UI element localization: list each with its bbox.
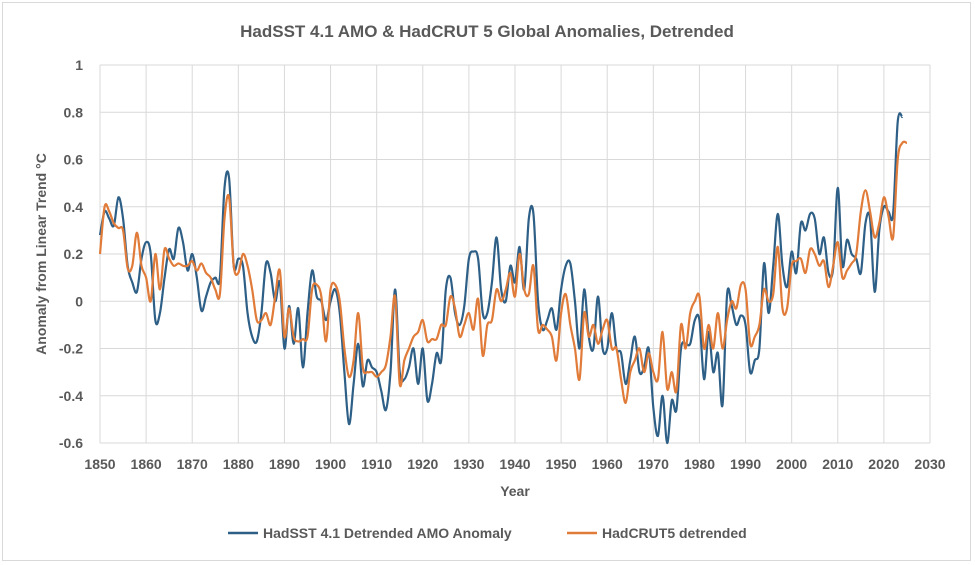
x-tick-label: 1850 [84,456,115,472]
y-tick-label: 0.6 [64,152,84,168]
y-tick-label: -0.2 [59,341,83,357]
x-tick-label: 2020 [868,456,899,472]
x-tick-labels: 1850 1860 1870 1880 1890 1900 1910 1920 1930 1940… [84,456,945,472]
x-tick-label: 1960 [592,456,623,472]
x-tick-label: 1970 [638,456,669,472]
x-tick-label: 1910 [361,456,392,472]
x-tick-label: 1890 [269,456,300,472]
legend-label-amo: HadSST 4.1 Detrended AMO Anomaly [263,525,512,541]
y-tick-label: 0.4 [64,199,84,215]
x-tick-label: 1950 [546,456,577,472]
x-tick-label: 2030 [914,456,945,472]
x-tick-label: 2010 [822,456,853,472]
x-tick-label: 2000 [776,456,807,472]
y-axis-label: Anomaly from Linear Trend °C [33,153,49,355]
chart-title: HadSST 4.1 AMO & HadCRUT 5 Global Anomal… [240,22,734,41]
y-tick-label: 1 [75,57,83,73]
series-line-hadcrut [98,140,908,404]
x-tick-label: 1980 [684,456,715,472]
legend: HadSST 4.1 Detrended AMO Anomaly HadCRUT… [228,525,747,541]
y-tick-label: 0 [75,293,83,309]
x-tick-label: 1990 [730,456,761,472]
series-lines [98,112,908,445]
y-tick-label: 0.8 [64,104,84,120]
x-tick-label: 1880 [223,456,254,472]
y-tick-label: 0.2 [64,246,84,262]
y-tick-labels: -0.6 -0.4 -0.2 0 0.2 0.4 0.6 0.8 1 [59,57,83,451]
gridlines [99,64,931,444]
y-tick-label: -0.4 [59,388,83,404]
x-tick-label: 1900 [315,456,346,472]
x-tick-label: 1860 [131,456,162,472]
x-axis-label: Year [500,483,530,499]
legend-label-hadcrut: HadCRUT5 detrended [602,525,747,541]
x-tick-label: 1930 [453,456,484,472]
y-tick-label: -0.6 [59,435,83,451]
x-tick-label: 1940 [499,456,530,472]
x-tick-label: 1920 [407,456,438,472]
x-tick-label: 1870 [177,456,208,472]
